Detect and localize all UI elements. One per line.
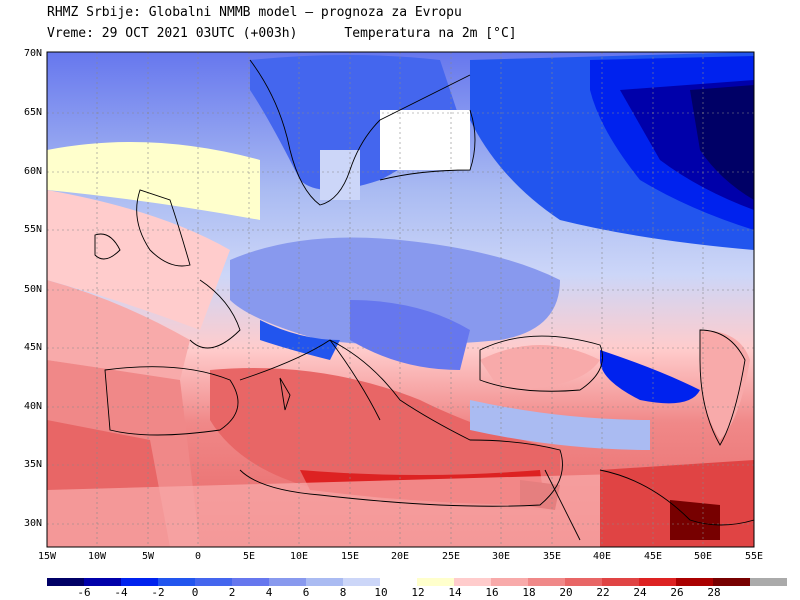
colorbar-label: -2 bbox=[151, 586, 165, 599]
colorbar-label: 10 bbox=[374, 586, 388, 599]
lat-label: 65N bbox=[23, 107, 42, 118]
colorbar-swatch bbox=[232, 578, 269, 586]
map-frame bbox=[46, 51, 755, 548]
colorbar-swatch bbox=[47, 578, 84, 586]
lon-label: 20E bbox=[390, 551, 410, 562]
colorbar-swatch bbox=[158, 578, 195, 586]
colorbar-swatch bbox=[454, 578, 491, 586]
lon-label: 0 bbox=[194, 551, 202, 562]
colorbar-label: 0 bbox=[191, 586, 199, 599]
colorbar-swatch bbox=[602, 578, 639, 586]
colorbar-swatch bbox=[380, 578, 417, 586]
lat-label: 70N bbox=[23, 48, 42, 59]
lon-label: 45E bbox=[643, 551, 663, 562]
colorbar-label: 14 bbox=[448, 586, 462, 599]
colorbar-swatch bbox=[343, 578, 380, 586]
lat-label: 55N bbox=[23, 224, 42, 235]
colorbar-swatch bbox=[565, 578, 602, 586]
lon-label: 35E bbox=[542, 551, 562, 562]
colorbar-label: 6 bbox=[302, 586, 310, 599]
colorbar-label: 18 bbox=[522, 586, 536, 599]
colorbar-swatch bbox=[195, 578, 232, 586]
colorbar-label: 28 bbox=[707, 586, 721, 599]
colorbar-swatch bbox=[269, 578, 306, 586]
colorbar-label: 26 bbox=[670, 586, 684, 599]
colorbar-swatch bbox=[713, 578, 750, 586]
colorbar-swatch bbox=[750, 578, 787, 586]
colorbar-label: 12 bbox=[411, 586, 425, 599]
colorbar-label: 4 bbox=[265, 586, 273, 599]
coastlines bbox=[94, 59, 754, 541]
title-line-2: Vreme: 29 OCT 2021 03UTC (+003h) Tempera… bbox=[47, 26, 517, 41]
lon-label: 55E bbox=[744, 551, 764, 562]
colorbar-swatch bbox=[121, 578, 158, 586]
lat-label: 45N bbox=[23, 342, 42, 353]
colorbar-label: 16 bbox=[485, 586, 499, 599]
lon-label: 5W bbox=[141, 551, 155, 562]
colorbar-label: 2 bbox=[228, 586, 236, 599]
lat-label: 50N bbox=[23, 284, 42, 295]
colorbar-label: 22 bbox=[596, 586, 610, 599]
lon-label: 25E bbox=[441, 551, 461, 562]
lat-label: 35N bbox=[23, 459, 42, 470]
lat-label: 30N bbox=[23, 518, 42, 529]
colorbar-swatch bbox=[84, 578, 121, 586]
title-line-1: RHMZ Srbije: Globalni NMMB model – progn… bbox=[47, 5, 462, 20]
colorbar-swatch bbox=[676, 578, 713, 586]
colorbar-label: -6 bbox=[77, 586, 91, 599]
lon-label: 10W bbox=[87, 551, 107, 562]
colorbar-swatch bbox=[528, 578, 565, 586]
map-field bbox=[47, 52, 754, 547]
colorbar-label: -4 bbox=[114, 586, 128, 599]
colorbar-label: 24 bbox=[633, 586, 647, 599]
lon-label: 30E bbox=[491, 551, 511, 562]
colorbar-swatch bbox=[491, 578, 528, 586]
colorbar-label: 20 bbox=[559, 586, 573, 599]
colorbar-swatch bbox=[417, 578, 454, 586]
lon-label: 5E bbox=[242, 551, 256, 562]
colorbar-swatch bbox=[306, 578, 343, 586]
lat-label: 60N bbox=[23, 166, 42, 177]
lat-label: 40N bbox=[23, 401, 42, 412]
lon-label: 15W bbox=[37, 551, 57, 562]
lon-label: 50E bbox=[693, 551, 713, 562]
colorbar-swatch bbox=[639, 578, 676, 586]
lon-label: 40E bbox=[592, 551, 612, 562]
colorbar-label: 8 bbox=[339, 586, 347, 599]
lon-label: 10E bbox=[289, 551, 309, 562]
lon-label: 15E bbox=[340, 551, 360, 562]
colorbar bbox=[47, 578, 787, 586]
